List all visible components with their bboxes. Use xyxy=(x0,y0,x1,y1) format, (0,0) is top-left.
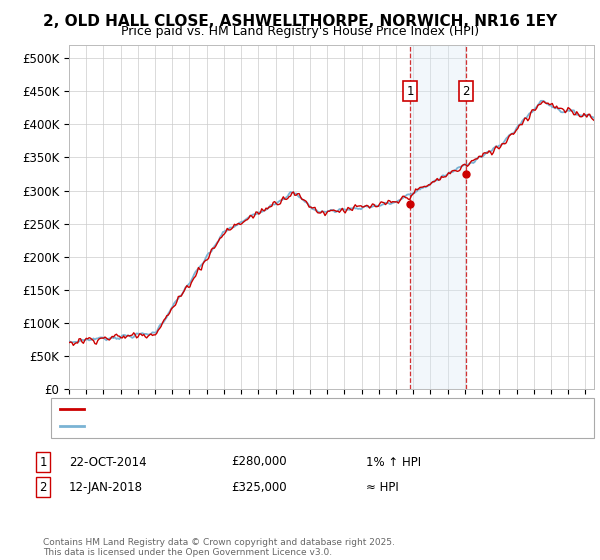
Text: 1% ↑ HPI: 1% ↑ HPI xyxy=(366,455,421,469)
Text: 1: 1 xyxy=(40,455,47,469)
Text: 2: 2 xyxy=(40,480,47,494)
Text: 22-OCT-2014: 22-OCT-2014 xyxy=(69,455,146,469)
Text: Contains HM Land Registry data © Crown copyright and database right 2025.
This d: Contains HM Land Registry data © Crown c… xyxy=(43,538,395,557)
Bar xyxy=(410,45,466,389)
Text: HPI: Average price, detached house, South Norfolk: HPI: Average price, detached house, Sout… xyxy=(90,421,354,431)
Text: Price paid vs. HM Land Registry's House Price Index (HPI): Price paid vs. HM Land Registry's House … xyxy=(121,25,479,38)
Text: 2, OLD HALL CLOSE, ASHWELLTHORPE, NORWICH, NR16 1EY: 2, OLD HALL CLOSE, ASHWELLTHORPE, NORWIC… xyxy=(43,14,557,29)
Text: ≈ HPI: ≈ HPI xyxy=(366,480,399,494)
Text: £325,000: £325,000 xyxy=(231,480,287,494)
Text: £280,000: £280,000 xyxy=(231,455,287,469)
Text: 2, OLD HALL CLOSE, ASHWELLTHORPE, NORWICH, NR16 1EY (detached house): 2, OLD HALL CLOSE, ASHWELLTHORPE, NORWIC… xyxy=(90,404,499,414)
Text: 12-JAN-2018: 12-JAN-2018 xyxy=(69,480,143,494)
Text: 2: 2 xyxy=(462,85,469,97)
Text: 1: 1 xyxy=(406,85,414,97)
